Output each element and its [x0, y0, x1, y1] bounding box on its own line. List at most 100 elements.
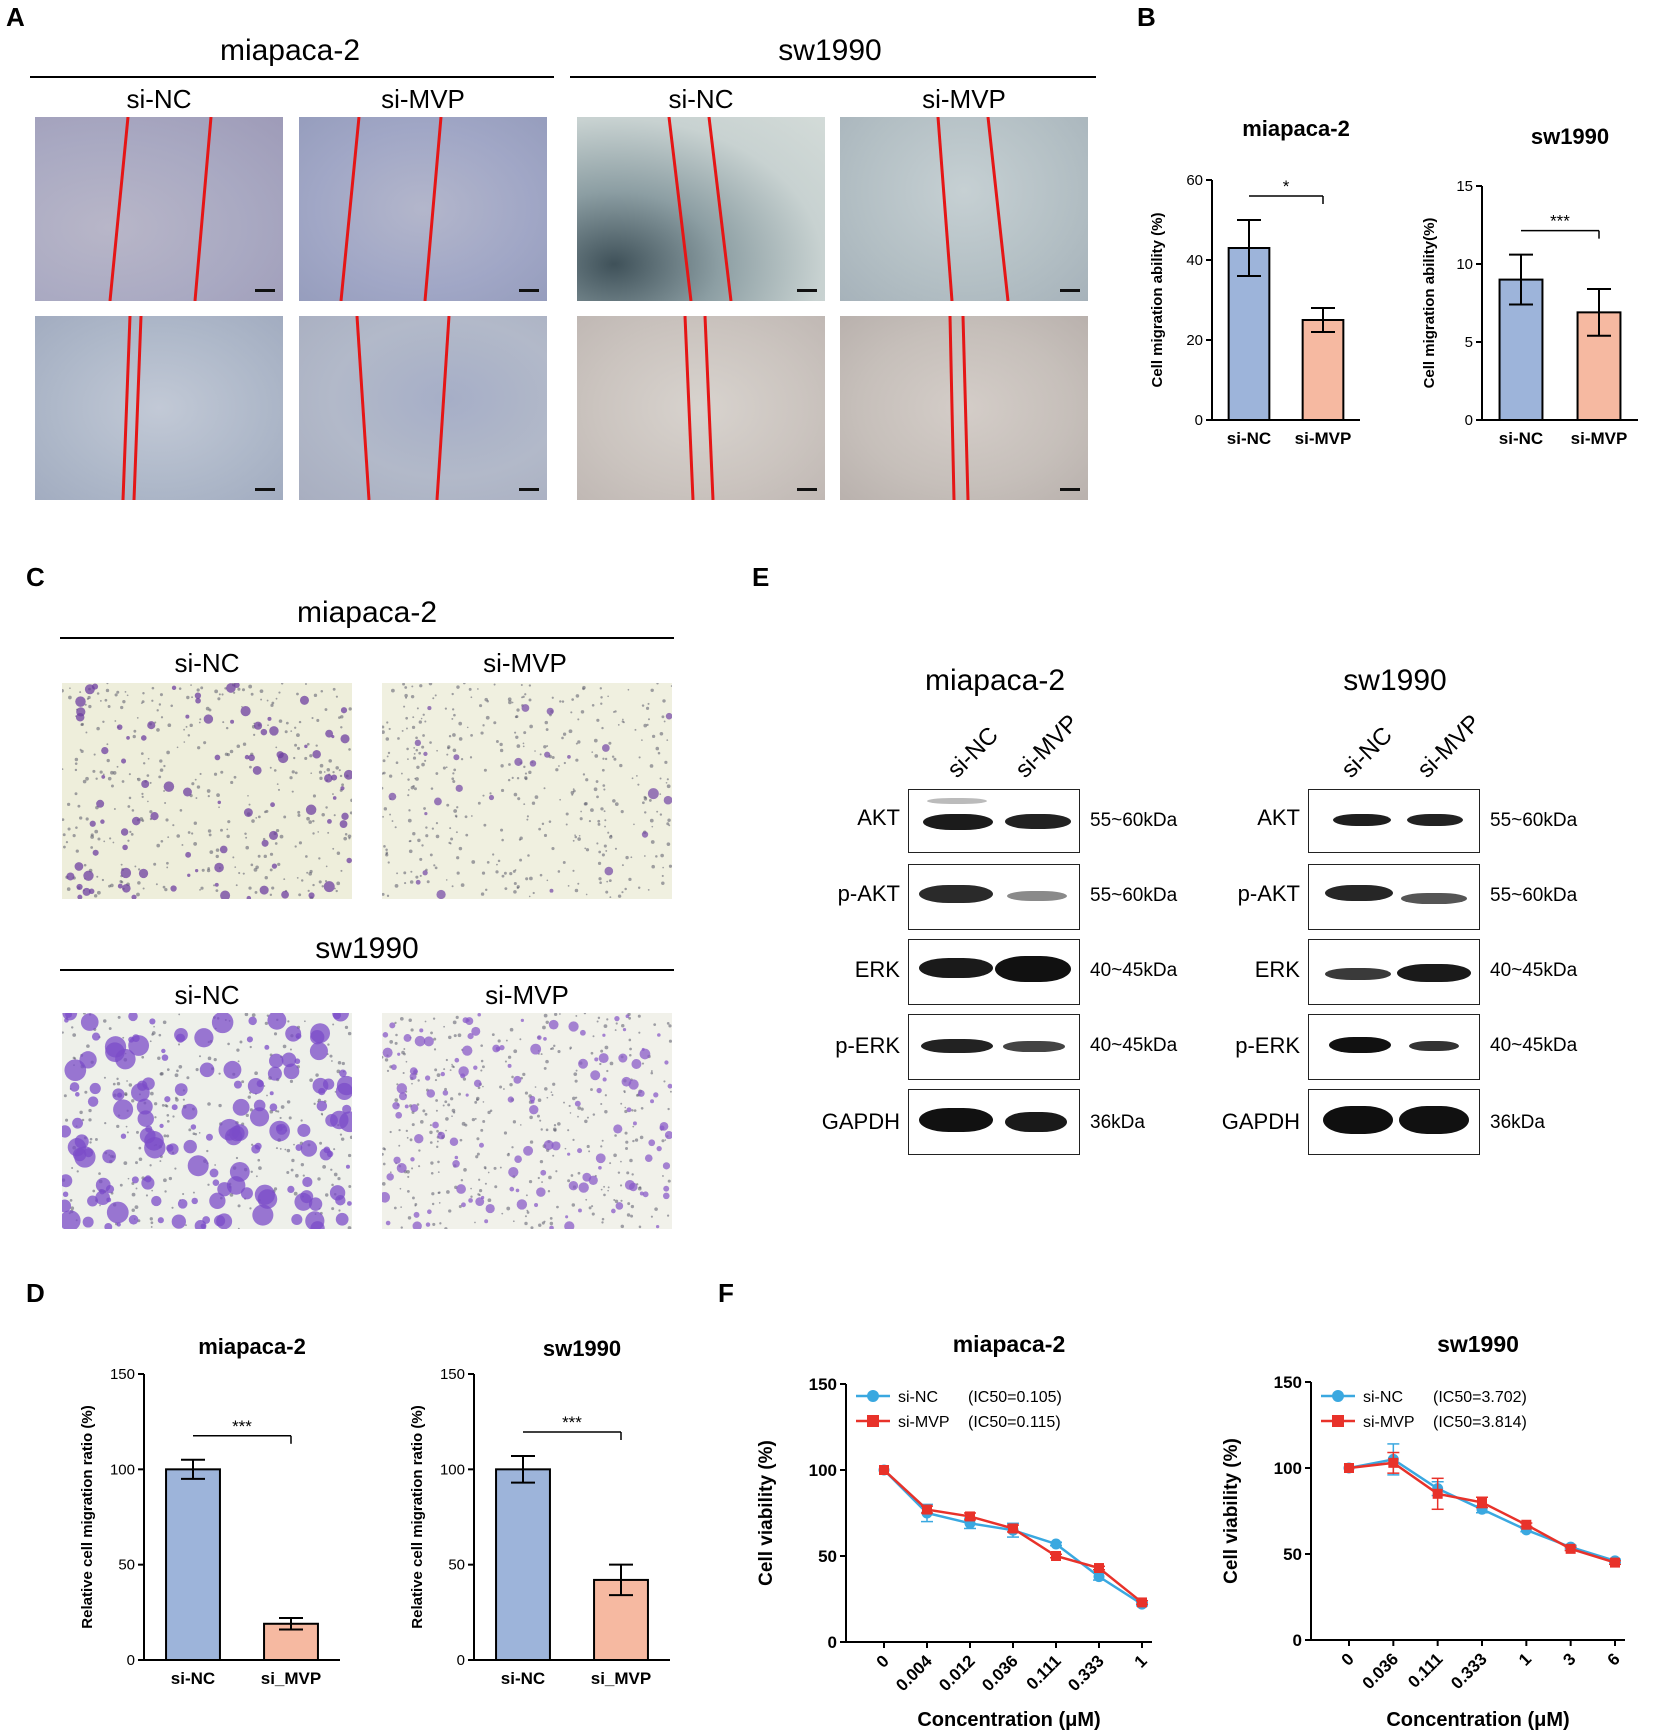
blot-miapaca-size-erk: 40~45kDa: [1090, 960, 1178, 981]
membrane-pore: [247, 794, 249, 797]
membrane-pore: [149, 810, 153, 814]
membrane-pore: [629, 1158, 633, 1163]
stained-cell: [122, 884, 131, 893]
membrane-pore: [164, 802, 167, 805]
panel-a-label-sinc-sw1990: si-NC: [668, 84, 734, 114]
membrane-pore: [405, 1060, 408, 1063]
y-tick-label: 15: [1456, 178, 1473, 195]
membrane-pore: [201, 868, 205, 872]
membrane-pore: [138, 1146, 142, 1150]
membrane-pore: [174, 1073, 179, 1078]
membrane-pore: [275, 1109, 278, 1113]
membrane-pore: [495, 870, 499, 874]
membrane-pore: [424, 1020, 427, 1023]
membrane-pore: [344, 1025, 349, 1030]
stained-cell: [295, 1033, 302, 1040]
membrane-pore: [613, 1199, 616, 1202]
membrane-pore: [300, 1119, 303, 1122]
membrane-pore: [468, 687, 472, 691]
wound-image-sw1990-sinc-24h: [577, 316, 825, 500]
stained-cell: [102, 1149, 116, 1164]
membrane-pore: [233, 775, 237, 779]
membrane-pore: [479, 704, 483, 708]
membrane-pore: [429, 741, 432, 744]
membrane-pore: [625, 855, 629, 860]
membrane-pore: [565, 823, 568, 826]
membrane-pore: [407, 794, 410, 797]
membrane-pore: [577, 1171, 581, 1175]
stained-cell: [423, 751, 428, 756]
membrane-pore: [275, 1147, 278, 1150]
membrane-pore: [561, 700, 565, 703]
membrane-pore: [394, 1098, 399, 1103]
membrane-pore: [574, 835, 578, 839]
blot-miapaca-perk: [908, 1014, 1080, 1080]
stained-cell: [66, 872, 75, 881]
stained-cell: [564, 1221, 575, 1229]
membrane-pore: [438, 1202, 441, 1204]
y-axis-label: Cell viability (%): [756, 1440, 777, 1586]
membrane-pore: [458, 721, 463, 726]
membrane-pore: [333, 1172, 338, 1177]
membrane-pore: [623, 1091, 626, 1094]
membrane-pore: [117, 1015, 121, 1019]
membrane-pore: [542, 1025, 546, 1030]
membrane-pore: [447, 746, 450, 750]
panel-label-e: E: [752, 562, 770, 592]
stained-cell: [276, 751, 284, 759]
membrane-pore: [489, 792, 492, 795]
membrane-pore: [513, 1049, 518, 1054]
membrane-pore: [551, 1094, 554, 1096]
membrane-pore: [412, 716, 415, 719]
membrane-pore: [291, 790, 294, 793]
stained-cell: [415, 879, 421, 885]
membrane-pore: [475, 1155, 479, 1159]
membrane-pore: [659, 813, 663, 816]
stained-cell: [546, 707, 554, 715]
stained-cell: [602, 1077, 607, 1082]
stained-cell: [248, 754, 255, 762]
stained-cell: [455, 784, 463, 792]
membrane-pore: [275, 697, 278, 700]
stained-cell: [462, 1017, 469, 1024]
stained-cell: [269, 1091, 274, 1096]
membrane-pore: [220, 770, 224, 774]
membrane-pore: [437, 1171, 440, 1174]
membrane-pore: [639, 1135, 644, 1140]
data-point: [1051, 1551, 1061, 1561]
membrane-pore: [613, 757, 617, 761]
membrane-pore: [114, 720, 117, 722]
membrane-pore: [443, 1025, 445, 1028]
membrane-pore: [206, 868, 211, 873]
blot-miapaca-protein-akt: AKT: [857, 805, 900, 830]
membrane-pore: [600, 1145, 603, 1148]
membrane-pore: [236, 744, 241, 749]
y-tick-label: 50: [448, 1557, 465, 1574]
membrane-pore: [603, 844, 607, 848]
stained-cell: [330, 1110, 349, 1130]
membrane-pore: [503, 1131, 508, 1135]
membrane-pore: [421, 762, 425, 767]
membrane-pore: [336, 881, 341, 886]
membrane-pore: [237, 1227, 240, 1229]
membrane-pore: [215, 854, 219, 859]
membrane-pore: [493, 683, 496, 686]
membrane-pore: [191, 696, 194, 699]
membrane-pore: [580, 1107, 584, 1111]
blot-sw1990-size-akt: 55~60kDa: [1490, 810, 1578, 831]
membrane-pore: [284, 730, 288, 734]
membrane-pore: [107, 776, 112, 781]
membrane-pore: [108, 1027, 112, 1031]
membrane-pore: [322, 1165, 327, 1169]
stained-cell: [147, 721, 156, 730]
membrane-pore: [394, 1021, 397, 1025]
membrane-pore: [66, 887, 71, 891]
membrane-pore: [482, 794, 485, 797]
membrane-pore: [448, 1209, 452, 1213]
membrane-pore: [386, 721, 389, 724]
membrane-pore: [414, 777, 416, 780]
wound-image-miapaca-sinc-0h: [35, 117, 283, 301]
stained-cell: [534, 1203, 539, 1208]
membrane-pore: [500, 788, 505, 793]
membrane-pore: [323, 771, 326, 773]
